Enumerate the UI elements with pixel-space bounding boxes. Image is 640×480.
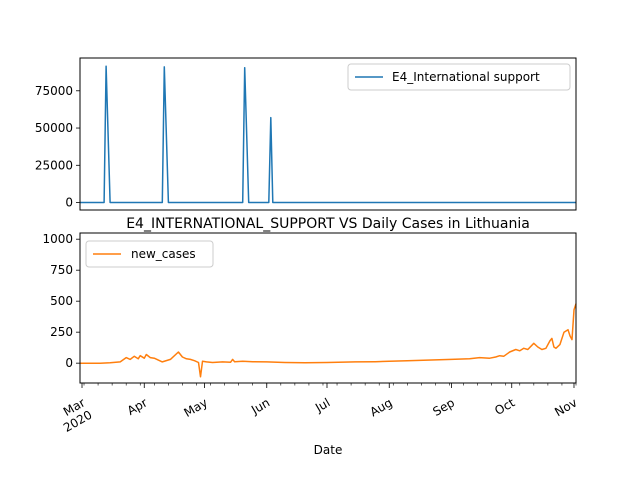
y-tick-label: 25000 (35, 158, 73, 172)
bottom-legend: new_cases (85, 240, 214, 268)
bottom-y-axis-ticks: 0 250 500 750 1000 (42, 232, 80, 370)
bottom-plot-lines (80, 303, 577, 378)
y-tick-label: 500 (50, 294, 73, 308)
top-legend-label: E4_International support (392, 70, 540, 84)
bottom-x-axis-label: Date (314, 443, 343, 457)
x-tick-label: Jul (312, 395, 332, 415)
series-line (80, 65, 576, 204)
bottom-legend-label: new_cases (131, 247, 196, 261)
y-tick-label: 50000 (35, 121, 73, 135)
y-tick-label: 1000 (42, 232, 73, 246)
top-plot: 0 25000 50000 75000 E4_International suppor… (35, 57, 577, 211)
top-plot-lines (80, 65, 576, 204)
top-plot-frame (79, 57, 577, 211)
bottom-legend-box (85, 240, 214, 268)
top-legend-box (347, 63, 571, 91)
bottom-plot-title: E4_INTERNATIONAL_SUPPORT VS Daily Cases … (126, 216, 530, 232)
y-tick-label: 0 (65, 356, 73, 370)
y-tick-label: 0 (65, 196, 73, 210)
y-tick-label: 250 (50, 325, 73, 339)
bottom-plot-frame (79, 232, 577, 384)
y-tick-label: 75000 (35, 84, 73, 98)
y-tick-label: 750 (50, 263, 73, 277)
series-line (80, 303, 577, 378)
top-legend: E4_International support (347, 63, 571, 91)
top-y-axis-ticks: 0 25000 50000 75000 (35, 84, 80, 210)
